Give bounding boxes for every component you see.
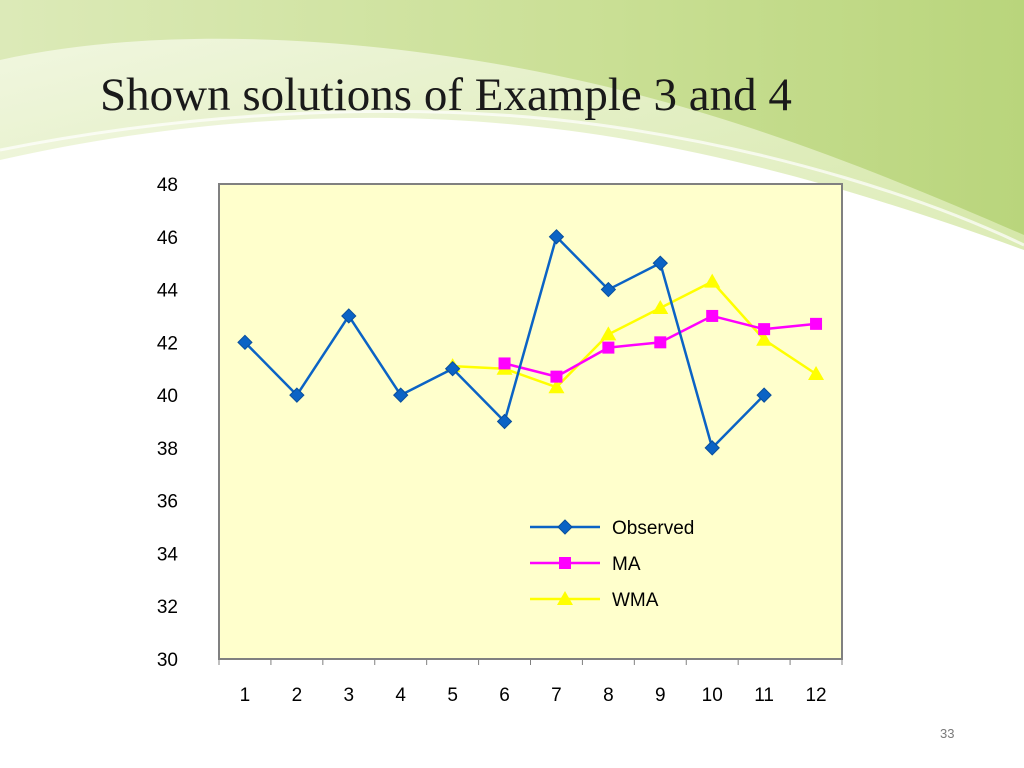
data-point-ma: [706, 309, 719, 322]
x-tick-label: 4: [395, 685, 406, 706]
data-point-observed: [652, 255, 668, 271]
series-ma: [498, 309, 823, 383]
chart-legend: Observed MA WMA: [530, 518, 694, 611]
x-tick-label: 12: [805, 685, 826, 706]
x-tick-label: 8: [603, 685, 614, 706]
slide-title: Shown solutions of Example 3 and 4: [100, 69, 792, 121]
data-point-observed: [704, 440, 720, 456]
x-tick-label: 10: [702, 685, 723, 706]
y-tick-label: 40: [157, 386, 178, 407]
data-point-wma: [548, 379, 565, 394]
x-tick-label: 11: [754, 685, 774, 706]
y-tick-label: 34: [157, 544, 179, 565]
data-point-observed: [289, 387, 305, 403]
data-point-wma: [756, 331, 773, 346]
legend-marker-wma: [557, 591, 573, 605]
data-point-wma: [600, 326, 617, 341]
series-line-wma: [452, 280, 817, 389]
data-point-ma: [654, 336, 667, 349]
y-tick-label: 48: [157, 175, 178, 196]
y-tick-label: 38: [157, 439, 178, 460]
data-point-wma: [704, 273, 721, 288]
x-tick-label: 2: [292, 685, 303, 706]
data-point-observed: [548, 229, 565, 245]
x-tick-label: 3: [344, 685, 355, 706]
data-point-ma: [758, 323, 771, 336]
legend-item-ma: MA: [530, 554, 641, 575]
data-point-wma: [808, 366, 825, 380]
data-point-wma: [652, 300, 669, 315]
legend-label: MA: [612, 554, 641, 575]
legend-item-wma: WMA: [530, 590, 659, 611]
y-tick-label: 42: [157, 333, 178, 354]
data-point-observed: [600, 281, 617, 298]
data-point-observed: [496, 413, 513, 430]
data-point-ma: [602, 341, 615, 354]
x-tick-label: 6: [499, 685, 510, 706]
data-point-ma: [550, 370, 563, 383]
data-point-observed: [393, 387, 409, 403]
plot-area: [218, 183, 843, 660]
page-number: 33: [940, 726, 955, 741]
data-point-observed: [444, 361, 461, 377]
data-point-observed: [756, 387, 772, 403]
data-point-ma: [498, 357, 511, 370]
series-observed: [237, 229, 772, 456]
y-tick-label: 46: [157, 228, 178, 249]
legend-marker-observed: [557, 519, 573, 535]
legend-marker-ma: [559, 557, 571, 569]
data-point-observed: [237, 334, 253, 351]
x-tick-label: 9: [655, 685, 666, 706]
y-tick-label: 36: [157, 492, 178, 513]
x-tick-label: 7: [551, 685, 562, 706]
legend-label: WMA: [612, 590, 659, 611]
x-tick-label: 1: [240, 685, 251, 706]
data-point-ma: [810, 317, 823, 330]
y-tick-label: 44: [157, 281, 179, 302]
data-point-observed: [341, 308, 357, 324]
x-tick-label: 5: [447, 685, 458, 706]
legend-item-observed: Observed: [530, 518, 694, 539]
y-tick-label: 30: [157, 650, 178, 671]
chart-series: [237, 229, 825, 456]
y-tick-label: 32: [157, 597, 178, 618]
legend-label: Observed: [612, 518, 694, 539]
